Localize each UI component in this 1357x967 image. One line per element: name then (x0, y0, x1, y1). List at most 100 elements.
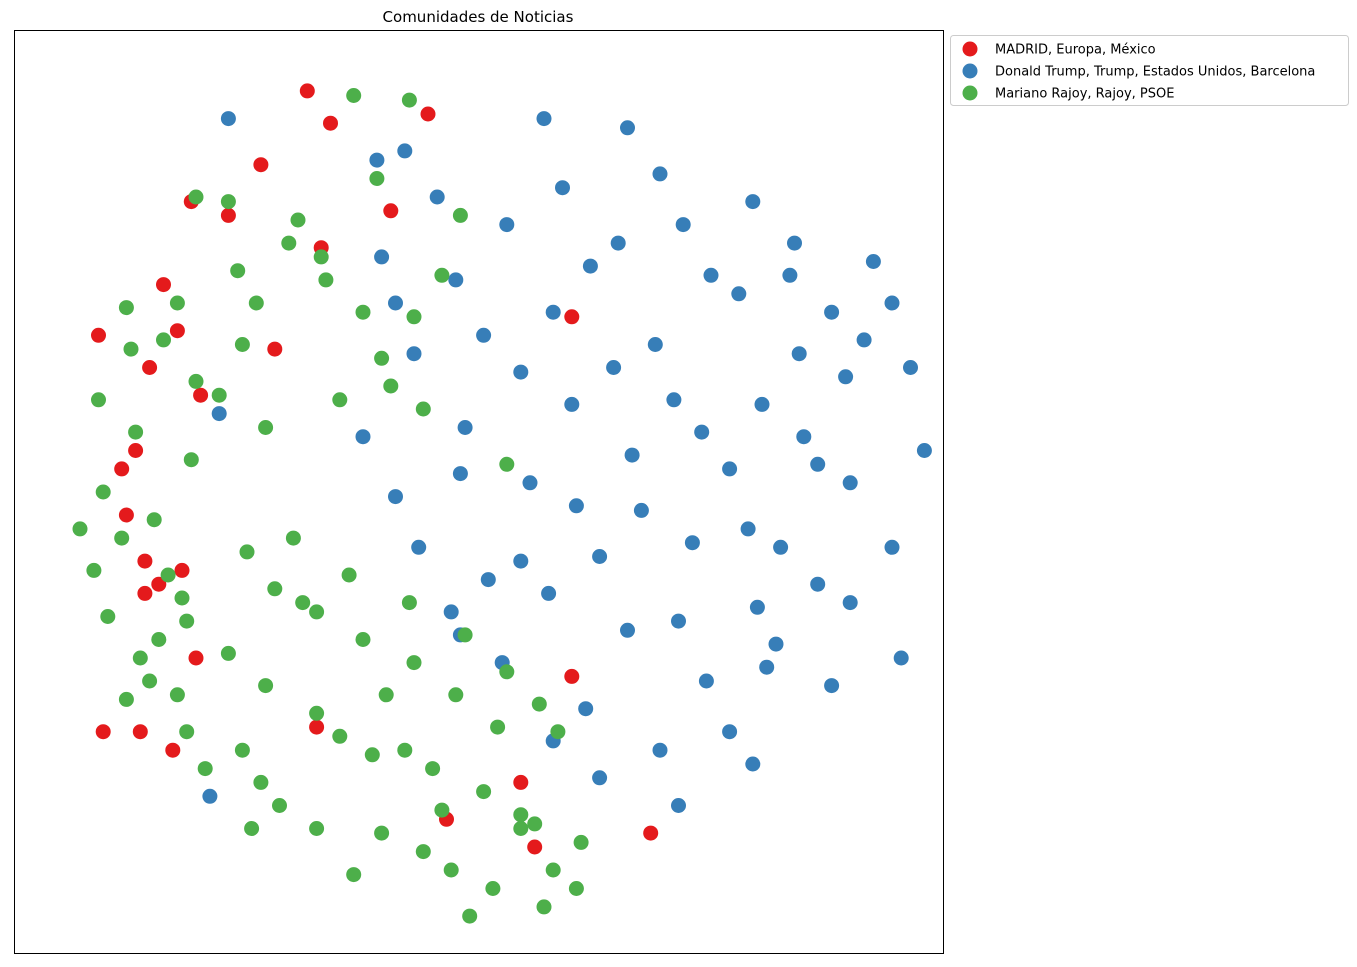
scatter-point-series-1 (476, 327, 492, 343)
scatter-point-series-2 (118, 300, 134, 316)
scatter-point-series-2 (174, 590, 190, 606)
scatter-point-series-0 (156, 277, 171, 293)
scatter-point-series-1 (536, 111, 552, 127)
scatter-point-series-0 (95, 724, 111, 740)
scatter-point-series-1 (824, 304, 840, 320)
scatter-point-series-1 (513, 553, 529, 569)
scatter-point-series-1 (759, 659, 775, 675)
scatter-point-series-1 (388, 489, 403, 505)
scatter-point-series-1 (884, 295, 900, 311)
scatter-point-series-2 (211, 387, 227, 403)
scatter-point-series-2 (378, 687, 394, 703)
scatter-point-series-0 (564, 309, 580, 325)
scatter-point-series-2 (485, 881, 501, 896)
scatter-point-series-2 (434, 802, 450, 818)
scatter-point-series-0 (323, 115, 338, 131)
scatter-point-series-2 (267, 581, 283, 597)
scatter-point-series-2 (443, 862, 459, 878)
scatter-point-series-1 (842, 475, 858, 491)
legend-marker-0 (962, 41, 978, 57)
scatter-point-series-2 (374, 350, 390, 366)
plot-frame (14, 30, 944, 954)
scatter-point-series-2 (169, 295, 185, 311)
scatter-point-series-2 (332, 728, 348, 744)
scatter-point-series-1 (916, 443, 932, 458)
scatter-point-series-0 (137, 585, 153, 601)
scatter-point-series-2 (114, 530, 130, 546)
scatter-point-series-2 (531, 696, 547, 712)
scatter-point-series-2 (513, 807, 529, 823)
scatter-point-series-2 (448, 687, 464, 703)
scatter-point-series-2 (309, 604, 325, 620)
scatter-point-series-1 (740, 521, 756, 537)
scatter-point-series-2 (248, 295, 264, 311)
scatter-point-series-0 (383, 203, 399, 219)
scatter-point-series-1 (202, 788, 218, 804)
scatter-point-series-1 (773, 539, 789, 555)
scatter-point-series-2 (258, 678, 274, 694)
scatter-point-series-2 (188, 373, 204, 389)
scatter-point-series-2 (239, 544, 255, 560)
scatter-point-series-0 (174, 562, 190, 578)
scatter-point-series-0 (137, 553, 153, 569)
scatter-point-series-1 (731, 286, 747, 302)
scatter-point-series-2 (160, 567, 176, 583)
scatter-point-series-2 (452, 207, 468, 223)
scatter-point-series-1 (856, 332, 872, 348)
scatter-point-series-1 (513, 364, 529, 380)
scatter-point-series-1 (406, 346, 422, 362)
scatter-point-series-1 (722, 461, 738, 477)
scatter-point-series-2 (341, 567, 357, 583)
scatter-point-series-2 (118, 691, 134, 707)
legend-marker-2 (962, 85, 978, 101)
scatter-point-series-1 (397, 143, 413, 159)
scatter-point-series-0 (118, 507, 134, 523)
scatter-point-series-1 (592, 549, 608, 564)
scatter-point-series-2 (100, 609, 116, 624)
scatter-point-series-2 (151, 632, 167, 647)
scatter-point-series-1 (448, 272, 464, 288)
scatter-point-series-1 (411, 539, 427, 555)
scatter-point-series-1 (893, 650, 909, 666)
scatter-point-series-2 (234, 742, 250, 758)
legend-items: MADRID, Europa, México Donald Trump, Trum… (962, 41, 1315, 102)
scatter-point-series-0 (299, 83, 315, 99)
scatter-point-series-2 (309, 705, 325, 721)
scatter-point-series-2 (457, 627, 473, 643)
scatter-point-series-2 (146, 512, 162, 528)
scatter-point-series-2 (499, 456, 515, 472)
scatter-point-series-1 (787, 235, 802, 251)
scatter-point-series-1 (647, 337, 663, 352)
scatter-point-series-2 (499, 664, 515, 680)
scatter-point-series-2 (95, 484, 111, 500)
scatter-point-series-2 (397, 742, 413, 758)
scatter-point-series-1 (374, 249, 390, 265)
scatter-point-series-1 (903, 360, 918, 375)
scatter-point-series-1 (796, 429, 812, 445)
scatter-point-series-0 (188, 650, 204, 666)
scatter-point-series-2 (197, 761, 213, 777)
scatter-point-series-1 (824, 678, 840, 694)
scatter-point-series-0 (564, 668, 580, 684)
scatter-point-series-2 (406, 655, 422, 671)
legend-box (950, 35, 1349, 106)
scatter-point-series-2 (86, 562, 102, 578)
scatter-point-series-0 (643, 825, 659, 841)
scatter-point-series-2 (550, 724, 566, 740)
scatter-point-series-2 (234, 337, 250, 352)
scatter-point-series-1 (355, 429, 371, 445)
scatter-point-series-2 (179, 613, 195, 629)
scatter-point-series-2 (309, 821, 325, 836)
scatter-point-series-1 (620, 622, 635, 638)
scatter-point-series-2 (383, 378, 399, 394)
scatter-point-series-1 (620, 120, 635, 136)
scatter-point-series-0 (420, 106, 436, 122)
scatter-point-series-2 (295, 595, 311, 611)
scatter-point-series-1 (865, 254, 881, 269)
scatter-point-series-2 (346, 867, 362, 883)
scatter-point-series-2 (527, 816, 543, 832)
scatter-point-series-2 (374, 825, 390, 841)
scatter-point-series-1 (838, 369, 854, 385)
scatter-point-series-1 (722, 724, 738, 740)
